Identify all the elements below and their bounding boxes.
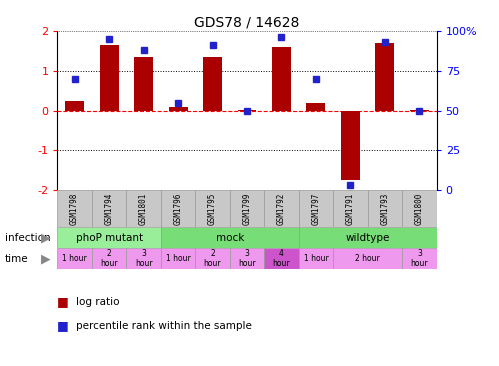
Bar [238, 110, 256, 111]
Bar [402, 190, 437, 227]
Bar [161, 248, 195, 269]
Bar [333, 190, 368, 227]
Bar [195, 190, 230, 227]
Bar [299, 227, 437, 248]
Bar [264, 248, 299, 269]
Bar [230, 190, 264, 227]
Text: GSM1797: GSM1797 [311, 193, 320, 225]
Text: 2
hour: 2 hour [204, 249, 222, 268]
Text: GSM1795: GSM1795 [208, 193, 217, 225]
Text: GSM1791: GSM1791 [346, 193, 355, 225]
Bar [57, 227, 161, 248]
Text: GSM1792: GSM1792 [277, 193, 286, 225]
Bar [299, 248, 333, 269]
Text: GSM1793: GSM1793 [380, 193, 389, 225]
Bar [410, 110, 429, 111]
Text: GSM1801: GSM1801 [139, 193, 148, 225]
Text: log ratio: log ratio [76, 297, 120, 307]
Bar [161, 227, 299, 248]
Text: 1 hour: 1 hour [166, 254, 191, 263]
Text: 3
hour: 3 hour [411, 249, 428, 268]
Bar [134, 57, 153, 111]
Text: time: time [5, 254, 28, 264]
Text: GSM1794: GSM1794 [105, 193, 114, 225]
Bar [368, 190, 402, 227]
Bar [375, 43, 394, 111]
Bar [195, 248, 230, 269]
Bar [333, 248, 402, 269]
Text: ■: ■ [57, 295, 73, 309]
Bar [230, 248, 264, 269]
Bar [57, 248, 92, 269]
Title: GDS78 / 14628: GDS78 / 14628 [194, 16, 300, 30]
Text: GSM1798: GSM1798 [70, 193, 79, 225]
Text: mock: mock [216, 233, 244, 243]
Text: 1 hour: 1 hour [303, 254, 328, 263]
Bar [299, 190, 333, 227]
Text: ▶: ▶ [41, 252, 51, 265]
Text: 4
hour: 4 hour [272, 249, 290, 268]
Bar [126, 190, 161, 227]
Text: GSM1799: GSM1799 [243, 193, 251, 225]
Text: percentile rank within the sample: percentile rank within the sample [76, 321, 252, 331]
Bar [100, 45, 119, 111]
Bar [126, 248, 161, 269]
Bar [272, 47, 291, 111]
Text: GSM1800: GSM1800 [415, 193, 424, 225]
Text: infection: infection [5, 233, 50, 243]
Bar [306, 102, 325, 111]
Bar [341, 111, 360, 180]
Bar [57, 190, 92, 227]
Text: ▶: ▶ [41, 231, 51, 244]
Bar [92, 190, 126, 227]
Bar [65, 101, 84, 111]
Bar [169, 107, 188, 111]
Bar [92, 248, 126, 269]
Bar [264, 190, 299, 227]
Text: 2
hour: 2 hour [100, 249, 118, 268]
Text: 1 hour: 1 hour [62, 254, 87, 263]
Bar [402, 248, 437, 269]
Text: 3
hour: 3 hour [135, 249, 152, 268]
Text: 3
hour: 3 hour [238, 249, 256, 268]
Text: 2 hour: 2 hour [355, 254, 380, 263]
Bar [161, 190, 195, 227]
Text: GSM1796: GSM1796 [174, 193, 183, 225]
Text: wildtype: wildtype [345, 233, 390, 243]
Text: phoP mutant: phoP mutant [75, 233, 143, 243]
Bar [203, 57, 222, 111]
Text: ■: ■ [57, 319, 73, 332]
